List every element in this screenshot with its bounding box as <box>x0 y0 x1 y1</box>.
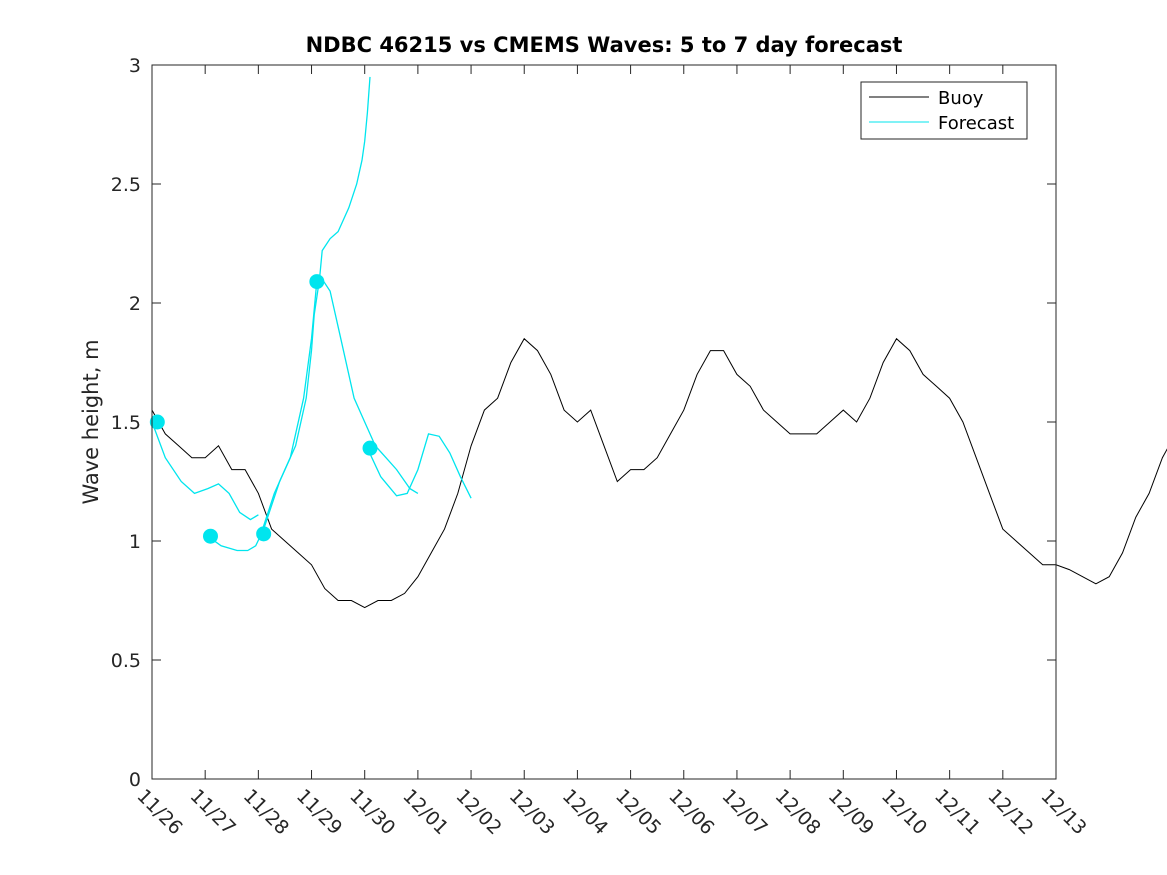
x-tick-label: 12/11 <box>930 785 984 839</box>
plot-area-frame <box>151 64 1057 780</box>
x-tick-label: 12/12 <box>983 785 1037 839</box>
forecast-series-line <box>151 421 259 521</box>
x-tick-label: 12/05 <box>611 785 665 839</box>
x-tick-labels: 11/2611/2711/2811/2911/3012/0112/0212/03… <box>132 785 1090 839</box>
forecast-series-line <box>260 278 419 535</box>
x-tick-label: 12/02 <box>452 785 506 839</box>
x-tick-label: 12/13 <box>1036 785 1090 839</box>
forecast-series-line <box>366 433 472 499</box>
x-tick-label: 12/01 <box>398 785 452 839</box>
y-tick-label: 2 <box>129 293 141 315</box>
y-tick-label: 1 <box>129 531 141 553</box>
y-axis-label: Wave height, m <box>79 339 103 504</box>
y-tick-label: 0.5 <box>111 650 141 672</box>
forecast-start-marker <box>309 274 325 290</box>
y-tick-label: 0 <box>129 769 141 791</box>
x-tick-label: 11/27 <box>186 785 240 839</box>
legend-box <box>860 81 1028 140</box>
forecast-start-marker <box>256 526 272 542</box>
x-tick-label: 12/09 <box>824 785 878 839</box>
x-tick-label: 12/06 <box>664 785 718 839</box>
x-tick-label: 11/28 <box>239 785 293 839</box>
forecast-start-marker <box>149 414 165 430</box>
legend-buoy-label: Buoy <box>938 88 984 109</box>
x-tick-label: 12/07 <box>717 785 771 839</box>
y-tick-label: 1.5 <box>111 412 141 434</box>
y-tick-labels: 0 0.5 1 1.5 2 2.5 3 <box>111 55 141 791</box>
x-tick-label: 12/08 <box>771 785 825 839</box>
forecast-start-marker <box>362 440 378 456</box>
chart-title: NDBC 46215 vs CMEMS Waves: 5 to 7 day fo… <box>306 33 903 57</box>
x-tick-label: 12/04 <box>558 785 612 839</box>
x-tick-label: 12/10 <box>877 785 931 839</box>
y-tick-label: 2.5 <box>111 174 141 196</box>
x-tick-label: 11/30 <box>345 785 399 839</box>
series-layer <box>149 76 1167 609</box>
legend: Buoy Forecast <box>860 81 1028 140</box>
x-tick-label: 11/29 <box>292 785 346 839</box>
forecast-start-marker <box>202 528 218 544</box>
buoy-series-line <box>151 337 1167 609</box>
plot-area-background <box>152 65 1056 779</box>
legend-forecast-label: Forecast <box>938 113 1014 134</box>
x-tick-label: 11/26 <box>132 785 186 839</box>
x-tick-label: 12/03 <box>505 785 559 839</box>
y-tick-label: 3 <box>129 55 141 77</box>
